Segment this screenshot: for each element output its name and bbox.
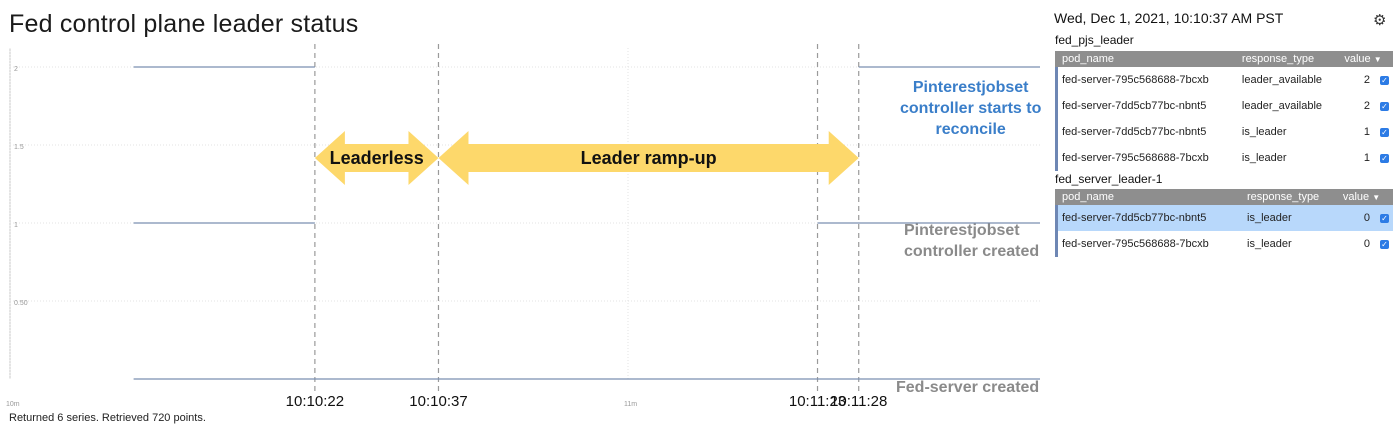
legend-cell-pod-name: fed-server-795c568688-7bcxb xyxy=(1062,238,1209,250)
ramp-up-arrow-label: Leader ramp-up xyxy=(581,148,717,168)
legend-table-server: pod_name response_type value ▼ fed-serve… xyxy=(1055,189,1393,257)
page-title: Fed control plane leader status xyxy=(9,10,359,38)
column-header-value[interactable]: value ▼ xyxy=(1340,51,1393,67)
sort-desc-icon: ▼ xyxy=(1373,55,1382,64)
stats-text: Returned 6 series. Retrieved 720 points. xyxy=(9,412,206,424)
event-time-label: 10:11:23 xyxy=(789,393,846,410)
legend-cell-pod-name: fed-server-795c568688-7bcxb xyxy=(1062,74,1209,86)
legend-cell-pod-name: fed-server-7dd5cb77bc-nbnt5 xyxy=(1062,126,1207,138)
legend-cell-pod-name: fed-server-7dd5cb77bc-nbnt5 xyxy=(1062,100,1207,112)
legend-cell-response-type: leader_available xyxy=(1241,100,1323,112)
legend-value: 0 xyxy=(1363,212,1370,224)
event-time-label: 10:10:37 xyxy=(409,393,467,410)
series-color-swatch xyxy=(1055,93,1058,119)
cursor-timestamp: Wed, Dec 1, 2021, 10:10:37 AM PST xyxy=(1054,10,1284,26)
event-time-label: 10:11:28 xyxy=(830,393,887,410)
leaderless-arrow xyxy=(314,131,439,185)
legend-row[interactable]: fed-server-795c568688-7bcxb is_leader 1 ✓ xyxy=(1055,145,1393,171)
legend-cell-pod-name: fed-server-795c568688-7bcxb xyxy=(1062,152,1209,164)
series-color-swatch xyxy=(1055,145,1058,171)
legend-cell-response-type: is_leader xyxy=(1241,126,1287,138)
series-color-swatch xyxy=(1055,231,1058,257)
pjs-created-annotation: Pinterestjobset controller created xyxy=(904,222,1040,260)
legend-row[interactable]: fed-server-795c568688-7bcxb is_leader 0 ✓ xyxy=(1055,231,1393,257)
legend-cell-response-type: is_leader xyxy=(1241,152,1287,164)
legend-row[interactable]: fed-server-795c568688-7bcxb leader_availa… xyxy=(1055,67,1393,93)
y-tick-label: 1 xyxy=(14,222,18,229)
column-header-pod-name[interactable]: pod_name xyxy=(1058,51,1238,67)
legend-cell-value: 0 ✓ xyxy=(1338,205,1393,231)
legend-cell-value: 2 ✓ xyxy=(1340,93,1393,119)
series-color-swatch xyxy=(1055,67,1058,93)
y-tick-label: 0.50 xyxy=(14,300,28,307)
legend-value: 2 xyxy=(1363,74,1370,86)
ramp-up-arrow xyxy=(438,131,859,185)
leaderless-arrow-label: Leaderless xyxy=(330,148,424,168)
legend-group-title: fed_server_leader-1 xyxy=(1055,172,1163,186)
legend-cell-pod-name: fed-server-7dd5cb77bc-nbnt5 xyxy=(1058,205,1244,231)
y-tick-label: 2 xyxy=(14,66,18,73)
legend-value: 0 xyxy=(1363,238,1370,250)
chart-area[interactable]: 2 1.5 1 0.50 10m 11m 10:10:22 10:10:37 10:11:231… xyxy=(0,0,1050,434)
series-visibility-checkbox[interactable]: ✓ xyxy=(1380,240,1389,249)
legend-table-pjs: pod_name response_type value ▼ fed-serve… xyxy=(1055,51,1393,171)
series-visibility-checkbox[interactable]: ✓ xyxy=(1380,128,1389,137)
legend-row[interactable]: fed-server-7dd5cb77bc-nbnt5 is_leader 1 ✓ xyxy=(1055,119,1393,145)
column-header-pod-name[interactable]: pod_name xyxy=(1058,189,1244,205)
legend-cell-response-type: is_leader xyxy=(1247,238,1292,250)
event-time-label: 10:10:22 xyxy=(286,393,344,410)
legend-cell-response-type: leader_available xyxy=(1241,74,1323,86)
legend-value: 1 xyxy=(1363,152,1370,164)
sort-desc-icon: ▼ xyxy=(1372,193,1381,202)
series-color-swatch xyxy=(1055,119,1058,145)
legend-row[interactable]: fed-server-7dd5cb77bc-nbnt5 leader_availa… xyxy=(1055,93,1393,119)
series-visibility-checkbox[interactable]: ✓ xyxy=(1380,76,1389,85)
legend-group-title: fed_pjs_leader xyxy=(1055,33,1134,47)
series-visibility-checkbox[interactable]: ✓ xyxy=(1380,102,1389,111)
legend-cell-value: 0 ✓ xyxy=(1339,231,1393,257)
legend-header-row: pod_name response_type value ▼ xyxy=(1055,51,1393,67)
legend-cell-value: 2 ✓ xyxy=(1340,67,1393,93)
series-visibility-checkbox[interactable]: ✓ xyxy=(1380,214,1389,223)
legend-row[interactable]: fed-server-7dd5cb77bc-nbnt5 is_leader 0 ✓ xyxy=(1055,205,1393,231)
series-color-swatch xyxy=(1055,205,1058,231)
legend-value: 2 xyxy=(1363,100,1370,112)
legend-cell-value: 1 ✓ xyxy=(1340,145,1393,171)
legend-value: 1 xyxy=(1363,126,1370,138)
x-tick-label: 11m xyxy=(624,401,637,408)
y-tick-label: 1.5 xyxy=(14,144,24,151)
x-tick-label: 10m xyxy=(6,401,20,408)
series-visibility-checkbox[interactable]: ✓ xyxy=(1380,154,1389,163)
legend-cell-value: 1 ✓ xyxy=(1340,119,1393,145)
legend-cell-response-type: is_leader xyxy=(1243,205,1339,231)
column-header-value[interactable]: value ▼ xyxy=(1338,189,1393,205)
gear-icon[interactable]: ⚙ xyxy=(1373,12,1387,29)
pjs-reconcile-annotation: Pinterestjobset controller starts to rec… xyxy=(900,79,1042,138)
column-header-response-type[interactable]: response_type xyxy=(1237,51,1341,67)
column-header-response-type[interactable]: response_type xyxy=(1243,189,1339,205)
legend-header-row: pod_name response_type value ▼ xyxy=(1055,189,1393,205)
fed-created-annotation: Fed-server created xyxy=(896,379,1040,396)
